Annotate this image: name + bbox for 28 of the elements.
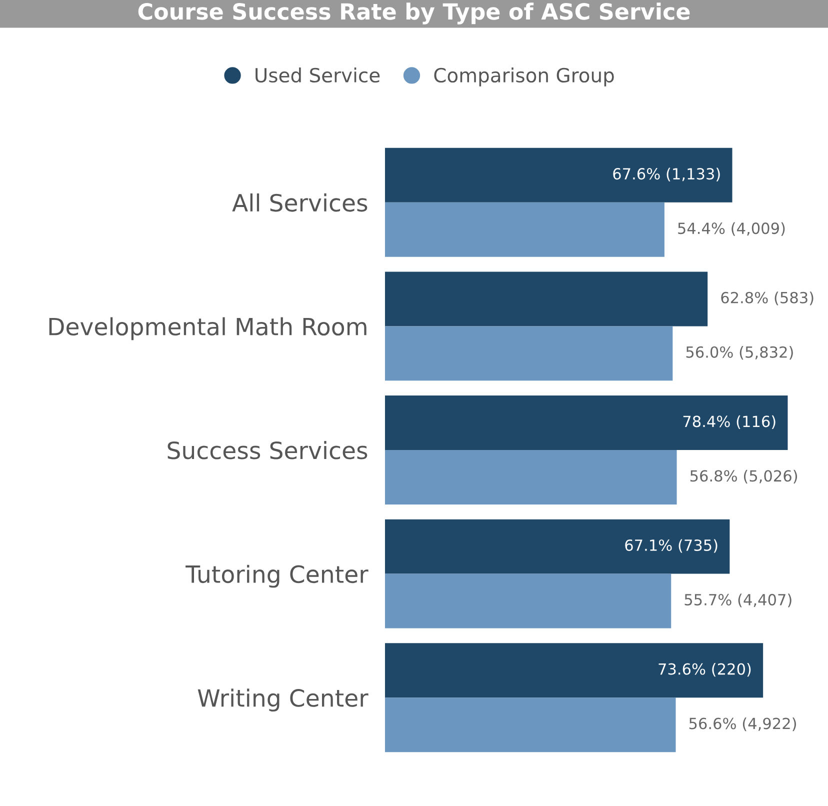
data-label: 73.6% (220) [658, 662, 751, 677]
data-label: 56.0% (5,832) [686, 346, 793, 360]
bar [385, 574, 672, 628]
y-tick-label: Developmental Math Room [49, 317, 366, 340]
data-label: 78.4% (116) [683, 415, 776, 429]
data-label: 54.4% (4,009) [678, 222, 785, 236]
data-label: 67.1% (735) [625, 539, 718, 553]
data-label: 62.8% (583) [721, 292, 814, 306]
bar [385, 202, 664, 257]
chart-title: Course Success Rate by Type of ASC Service [138, 2, 690, 24]
bar [385, 148, 732, 202]
data-label: 55.7% (4,407) [684, 594, 792, 608]
bar [385, 272, 708, 326]
bar [385, 519, 730, 574]
bar [385, 396, 788, 450]
y-tick-label: Tutoring Center [186, 564, 368, 588]
bar [385, 450, 677, 504]
data-label: 56.8% (5,026) [690, 470, 798, 484]
data-label: 56.6% (4,922) [689, 717, 796, 732]
bar [385, 643, 764, 698]
y-tick-label: All Services [232, 193, 368, 212]
y-tick-label: Success Services [168, 441, 368, 460]
data-label: 67.6% (1,133) [613, 168, 720, 182]
y-tick-label: Writing Center [198, 688, 368, 712]
legend-label: Used Service [256, 68, 380, 83]
bar [385, 698, 676, 752]
bar [385, 326, 673, 381]
legend-label: Comparison Group [434, 68, 614, 86]
